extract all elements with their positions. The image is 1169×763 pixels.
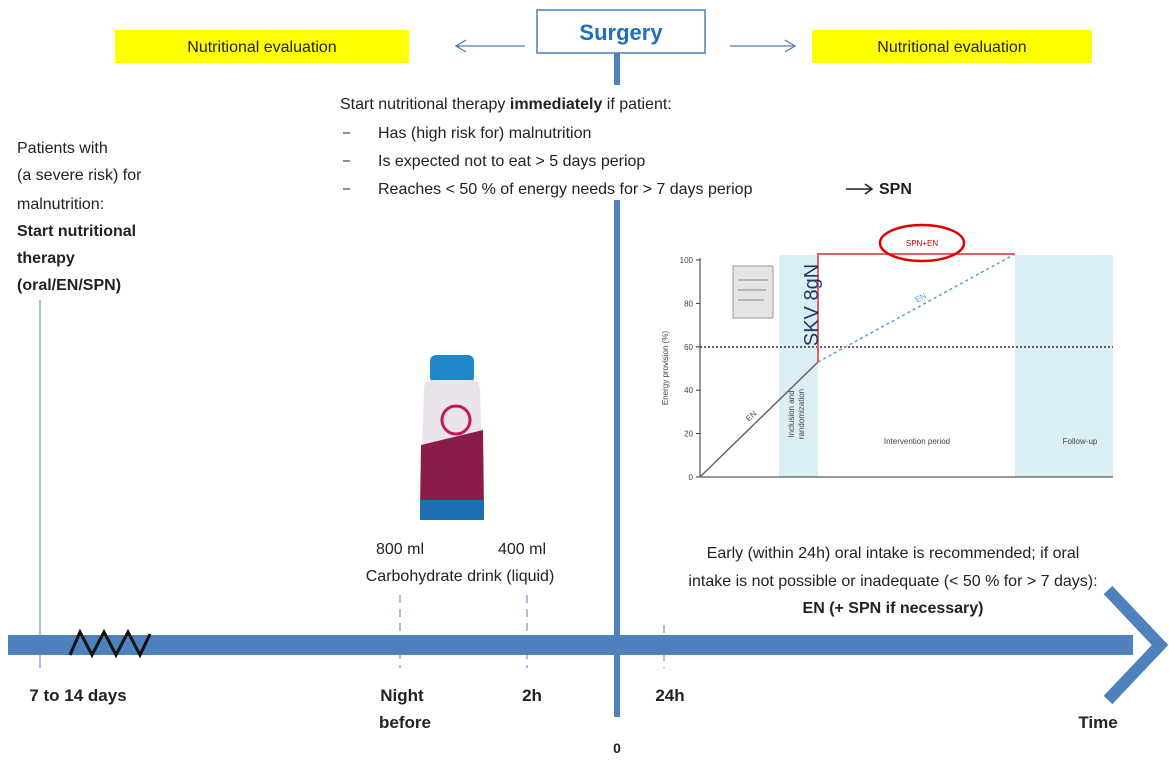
bullets (343, 133, 350, 189)
left-note-bold: (oral/EN/SPN) (17, 277, 121, 294)
criteria-item: Reaches < 50 % of energy needs for > 7 d… (378, 181, 753, 198)
timeline (8, 635, 1133, 655)
phase-label: Intervention period (884, 437, 950, 446)
inset-tick-label: 80 (684, 299, 693, 308)
postop-note: intake is not possible or inadequate (< … (688, 573, 1097, 590)
inclusion-label: Inclusion and (787, 390, 796, 437)
intro-pre: Start nutritional therapy (340, 96, 510, 113)
volume: 400 ml (498, 541, 546, 558)
skv-label: SKV 8gN (801, 264, 823, 346)
spn-en-line (818, 254, 1015, 362)
intro-post: if patient: (602, 96, 671, 113)
surgery-label: Surgery (579, 20, 663, 45)
eval-right: Nutritional evaluation (877, 39, 1026, 56)
diagram: Nutritional evaluation Nutritional evalu… (0, 0, 1169, 758)
volume: 800 ml (376, 541, 424, 558)
tick-lines (400, 595, 664, 668)
inset-tick-label: 20 (684, 430, 693, 439)
intro-bold: immediately (510, 96, 603, 113)
postop-bold: EN (+ SPN if necessary) (803, 600, 984, 617)
inset-tick-label: 60 (684, 343, 693, 352)
inset-tick-label: 100 (680, 256, 694, 265)
en-line-dotted (818, 254, 1015, 362)
page: Nutritional evaluation Nutritional evalu… (0, 0, 1169, 758)
time-label: 2h (522, 686, 542, 705)
en-label: EN (914, 291, 928, 304)
spn-en-label: SPN+EN (906, 239, 938, 248)
criteria-item: Is expected not to eat > 5 days periop (378, 153, 645, 170)
postop-note: Early (within 24h) oral intake is recomm… (707, 545, 1080, 562)
inset-tick-label: 0 (689, 473, 694, 482)
time-label: before (379, 713, 431, 732)
left-note: Patients with (17, 140, 108, 157)
inclusion-label: randomization (797, 389, 806, 439)
time-label: 24h (655, 686, 684, 705)
time-label: Night (380, 686, 424, 705)
surgery-line-top (614, 53, 620, 85)
spn-arrow (846, 184, 872, 194)
phase-label: Follow-up (1063, 437, 1098, 446)
left-note-bold: therapy (17, 250, 75, 267)
eval-left: Nutritional evaluation (187, 39, 336, 56)
criteria-item: Has (high risk for) malnutrition (378, 125, 591, 142)
time-label: 0 (613, 740, 621, 756)
criteria-intro: Start nutritional therapy immediately if… (340, 96, 672, 113)
left-note: (a severe risk) for (17, 167, 142, 184)
criteria-target: SPN (879, 181, 912, 198)
inset-tick-label: 40 (684, 386, 693, 395)
time-label: Time (1078, 713, 1117, 732)
inset-chart: SPN+EN EN EN SKV 8gN Inclusion and rando… (661, 225, 1113, 482)
drink-label: Carbohydrate drink (liquid) (366, 568, 555, 585)
drink-bottle (420, 355, 484, 520)
inset-y-label: Energy provision (%) (661, 331, 670, 406)
iv-bag (733, 266, 773, 318)
left-note-bold: Start nutritional (17, 223, 136, 240)
time-label: 7 to 14 days (29, 686, 126, 705)
left-note: malnutrition: (17, 196, 104, 213)
